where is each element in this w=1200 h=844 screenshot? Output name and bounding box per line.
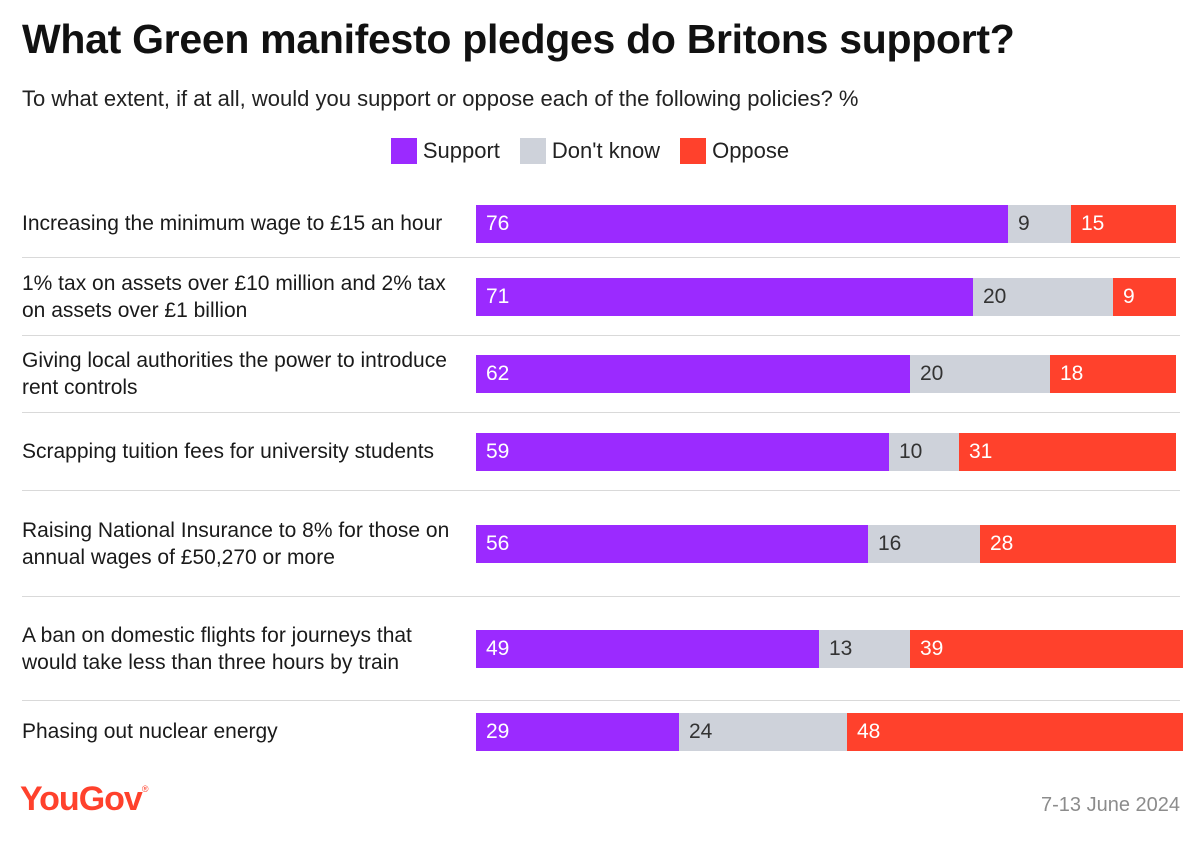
- stacked-bar: 71 20 9: [476, 278, 1176, 316]
- yougov-logo: YouGov®: [20, 780, 149, 818]
- stacked-bar: 76 9 15: [476, 205, 1176, 243]
- row-separator: [22, 257, 1180, 258]
- bar-segment-support: 76: [476, 205, 1008, 243]
- bar-segment-dont-know: 20: [910, 355, 1050, 393]
- category-label: A ban on domestic flights for journeys t…: [22, 624, 412, 674]
- data-label: 16: [878, 532, 902, 555]
- data-label: 48: [857, 720, 881, 743]
- bar-segment-dont-know: 9: [1008, 205, 1071, 243]
- legend-item-support: Support: [390, 138, 500, 164]
- stacked-bar: 49 13 39: [476, 630, 1183, 668]
- legend-swatch-oppose: [680, 138, 707, 164]
- row-separator: [22, 596, 1180, 597]
- data-label: 9: [1018, 212, 1030, 235]
- data-label: 15: [1081, 212, 1105, 235]
- data-label: 24: [689, 720, 713, 743]
- bar-segment-oppose: 39: [910, 630, 1183, 668]
- category-label: Giving local authorities the power to in…: [22, 349, 447, 399]
- data-label: 20: [920, 362, 944, 385]
- bar-segment-support: 59: [476, 433, 889, 471]
- category-label: Phasing out nuclear energy: [22, 720, 278, 743]
- data-label: 13: [829, 637, 853, 660]
- category-label: 1% tax on assets over £10 million and 2%…: [22, 272, 446, 322]
- data-label: 39: [920, 637, 944, 660]
- brand-name: YouGov: [20, 780, 143, 818]
- survey-date: 7-13 June 2024: [1040, 794, 1180, 816]
- bar-segment-dont-know: 16: [868, 525, 980, 563]
- legend-label-dont-know: Don't know: [551, 138, 661, 163]
- bar-segment-dont-know: 20: [973, 278, 1113, 316]
- data-label: 31: [969, 440, 993, 463]
- data-label: 76: [486, 212, 510, 235]
- bar-segment-support: 56: [476, 525, 868, 563]
- data-label: 9: [1123, 285, 1135, 308]
- chart-legend: Support Don't know Oppose: [0, 138, 1180, 164]
- bar-segment-oppose: 18: [1050, 355, 1176, 393]
- stacked-bar: 59 10 31: [476, 433, 1176, 471]
- row-separator: [22, 412, 1180, 413]
- bar-segment-oppose: 48: [847, 713, 1183, 751]
- data-label: 29: [486, 720, 510, 743]
- bar-segment-oppose: 31: [959, 433, 1176, 471]
- bar-segment-support: 29: [476, 713, 679, 751]
- stacked-bar: 29 24 48: [476, 713, 1183, 751]
- chart-title: What Green manifesto pledges do Britons …: [22, 16, 1015, 62]
- data-label: 10: [899, 440, 923, 463]
- data-label: 18: [1060, 362, 1084, 385]
- data-label: 56: [486, 532, 510, 555]
- row-separator: [22, 335, 1180, 336]
- bar-segment-oppose: 28: [980, 525, 1176, 563]
- bar-segment-support: 62: [476, 355, 910, 393]
- stacked-bar: 62 20 18: [476, 355, 1176, 393]
- data-label: 28: [990, 532, 1014, 555]
- data-label: 71: [486, 285, 510, 308]
- category-label: Raising National Insurance to 8% for tho…: [22, 519, 450, 569]
- data-label: 20: [983, 285, 1007, 308]
- stacked-bar: 56 16 28: [476, 525, 1176, 563]
- legend-label-support: Support: [422, 138, 500, 163]
- legend-swatch-support: [390, 138, 417, 164]
- data-label: 59: [486, 440, 510, 463]
- legend-item-oppose: Oppose: [680, 138, 789, 164]
- bar-segment-oppose: 9: [1113, 278, 1176, 316]
- data-label: 49: [486, 637, 510, 660]
- data-label: 62: [486, 362, 510, 385]
- bar-segment-dont-know: 10: [889, 433, 959, 471]
- legend-label-oppose: Oppose: [712, 138, 790, 163]
- legend-swatch-dont-know: [519, 138, 546, 164]
- chart-subtitle: To what extent, if at all, would you sup…: [22, 86, 859, 111]
- category-label: Scrapping tuition fees for university st…: [22, 440, 435, 463]
- bar-segment-support: 71: [476, 278, 973, 316]
- row-separator: [22, 490, 1180, 491]
- category-label: Increasing the minimum wage to £15 an ho…: [22, 212, 443, 235]
- bar-segment-support: 49: [476, 630, 819, 668]
- bar-segment-dont-know: 24: [679, 713, 847, 751]
- legend-item-dont-know: Don't know: [519, 138, 661, 164]
- row-separator: [22, 700, 1180, 701]
- bar-segment-oppose: 15: [1071, 205, 1176, 243]
- bar-segment-dont-know: 13: [819, 630, 910, 668]
